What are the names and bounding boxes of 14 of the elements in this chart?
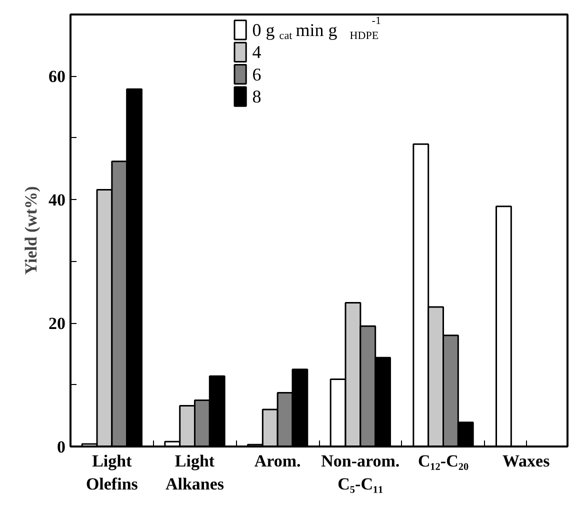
y-tick-label: 40: [48, 190, 66, 210]
x-tick-label: Light Olefins: [86, 452, 138, 494]
y-tick-label: 20: [48, 314, 66, 334]
x-tick-label: Non-arom. C₅-C₁₁: [321, 452, 400, 494]
legend-label: 6: [252, 64, 262, 84]
legend-label: 8: [252, 86, 262, 107]
x-tick-label: C₁₂-C₂₀: [418, 452, 469, 470]
x-tick-label: Waxes: [502, 452, 550, 470]
legend-label: 4: [252, 42, 262, 62]
y-axis-title: Yield (wt%): [22, 186, 40, 275]
x-tick-label: Arom.: [254, 452, 301, 470]
x-tick-label: Light Alkanes: [165, 452, 224, 494]
y-tick-label: 0: [57, 438, 66, 456]
y-tick-label: 60: [48, 67, 66, 86]
